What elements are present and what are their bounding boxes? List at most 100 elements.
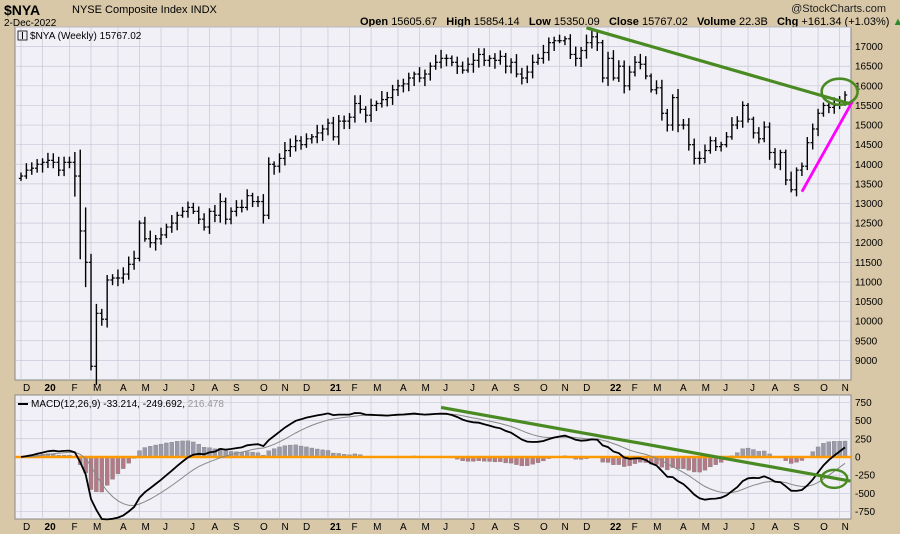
price-y-tick: 15000: [855, 121, 883, 132]
hist-bar: [519, 456, 525, 467]
price-bar: [137, 220, 142, 262]
hist-bar: [298, 445, 304, 458]
hist-bar: [164, 442, 169, 458]
macd-x-tick: A: [772, 522, 779, 533]
price-bar: [142, 216, 148, 242]
price-bar: [244, 189, 250, 211]
hist-bar: [201, 447, 207, 458]
macd-x-tick: M: [373, 522, 381, 533]
hist-bar: [702, 456, 708, 471]
price-bar: [99, 308, 104, 326]
price-bar: [352, 95, 358, 123]
price-bar: [34, 159, 40, 173]
price-bar: [104, 274, 110, 328]
price-bar: [94, 303, 99, 385]
high-label: High: [446, 16, 471, 28]
price-y-tick: 9000: [855, 356, 878, 367]
price-bar: [449, 55, 455, 67]
low-value: 15350.09: [553, 16, 600, 28]
price-x-tick: F: [71, 383, 77, 394]
price-x-tick: J: [750, 383, 755, 394]
hist-bar: [110, 456, 115, 480]
price-y-tick: 13000: [855, 199, 883, 210]
price-y-tick: 10500: [855, 297, 883, 308]
price-bar: [153, 235, 158, 251]
price-bar: [648, 73, 654, 93]
price-bar: [568, 34, 573, 60]
price-y-tick: 12000: [855, 238, 883, 249]
price-bar: [309, 133, 315, 144]
price-bar: [201, 213, 207, 231]
macd-x-tick: N: [842, 522, 849, 533]
price-x-tick: M: [702, 383, 710, 394]
price-y-tick: 11000: [855, 277, 883, 288]
price-bar: [304, 133, 309, 148]
price-bar: [379, 91, 385, 108]
hist-bar: [105, 456, 110, 486]
price-bar: [783, 149, 788, 186]
price-bar: [444, 54, 449, 67]
hist-bar: [826, 441, 832, 458]
macd-x-tick: F: [352, 522, 358, 533]
price-bar: [589, 30, 595, 49]
price-y-tick: 17000: [855, 42, 883, 53]
hist-bar: [175, 441, 180, 458]
price-y-tick: 13500: [855, 179, 883, 190]
price-x-tick: N: [562, 383, 569, 394]
hist-bar: [142, 447, 148, 458]
price-x-tick: O: [260, 383, 268, 394]
price-bar: [751, 116, 756, 139]
price-bar: [584, 34, 589, 59]
price-x-tick: N: [282, 383, 289, 394]
support-line: [800, 100, 854, 193]
macd-x-tick: D: [23, 522, 30, 533]
price-bar: [228, 207, 234, 225]
price-bar: [535, 53, 541, 65]
price-bar: [51, 153, 56, 169]
price-x-tick: M: [373, 383, 381, 394]
price-bar: [471, 53, 476, 73]
price-x-tick: J: [190, 383, 195, 394]
price-bar: [293, 135, 298, 152]
hist-bar: [821, 443, 826, 458]
price-bar: [45, 152, 51, 169]
price-y-tick: 16500: [855, 62, 883, 73]
price-bar: [465, 57, 471, 73]
price-bar: [131, 250, 137, 270]
price-bar: [729, 117, 735, 140]
price-bar: [277, 153, 282, 173]
price-bar: [88, 253, 94, 371]
macd-x-tick: M: [93, 522, 101, 533]
price-y-tick: 11500: [855, 258, 883, 269]
price-x-tick: D: [23, 383, 30, 394]
price-x-tick: 20: [45, 383, 57, 394]
price-bar: [395, 79, 401, 96]
price-bar: [83, 207, 88, 288]
price-x-tick: S: [233, 383, 240, 394]
macd-histogram: [18, 440, 848, 493]
price-bar: [282, 142, 288, 166]
macd-trendline: [440, 405, 851, 483]
price-bar: [433, 54, 438, 70]
macd-y-tick: 750: [855, 398, 872, 409]
price-bar: [573, 46, 578, 67]
ohlc-readout: Open 15605.67 High 15854.14 Low 15350.09…: [360, 16, 900, 28]
price-bar: [234, 200, 239, 217]
price-bar: [821, 102, 826, 117]
chg-label: Chg: [776, 16, 799, 28]
price-bar: [422, 69, 428, 87]
hist-bar: [293, 444, 298, 458]
price-bar: [255, 196, 261, 207]
price-bar: [718, 141, 724, 152]
symbol-label: $NYA: [4, 2, 41, 18]
price-bar: [632, 56, 638, 77]
price-bar: [778, 149, 783, 171]
price-bar: [250, 192, 255, 208]
close-label: Close: [608, 16, 639, 28]
macd-y-tick: -500: [855, 489, 875, 500]
price-bar: [212, 204, 218, 223]
hist-bar: [185, 440, 191, 458]
price-x-tick: J: [443, 383, 448, 394]
price-bar: [401, 78, 406, 93]
